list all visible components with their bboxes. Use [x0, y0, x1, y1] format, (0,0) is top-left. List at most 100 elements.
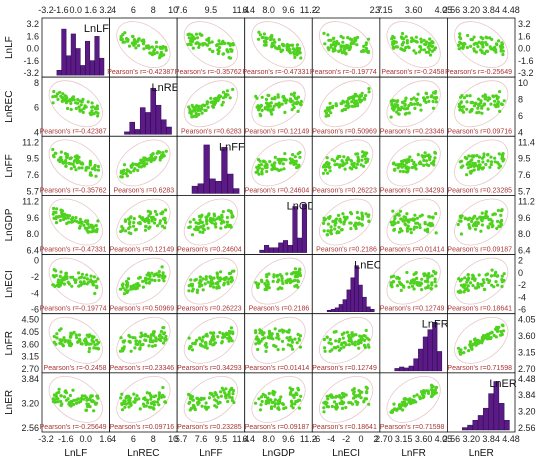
scatter-point [72, 398, 76, 403]
scatter-point [295, 53, 299, 57]
scatter-point [154, 339, 158, 343]
scatter-point [134, 227, 138, 231]
top-tick-label: 8 [151, 5, 156, 15]
scatter-point [89, 173, 93, 177]
scatter-point [204, 341, 208, 346]
scatter-point [422, 158, 426, 162]
scatter-point [218, 42, 222, 46]
scatter-point [196, 105, 201, 109]
scatter-point [362, 96, 366, 100]
scatter-point [432, 163, 436, 167]
scatter-point [498, 225, 502, 229]
histogram-bar [427, 329, 433, 372]
scatter-point [403, 164, 407, 168]
scatter-point [227, 339, 231, 343]
scatter-point [336, 345, 340, 349]
top-tick-label: 11.4 [232, 5, 249, 15]
scatter-point [330, 394, 334, 398]
scatter-point [219, 226, 223, 230]
scatter-point [263, 282, 267, 286]
histogram-bar [362, 296, 367, 312]
scatter-point [149, 397, 153, 401]
scatter-point [120, 346, 124, 351]
scatter-point [337, 394, 342, 398]
top-tick-label: 0.0 [70, 5, 83, 15]
histogram-bar [61, 28, 67, 76]
scatter-point [410, 158, 414, 162]
scatter-point [159, 338, 163, 343]
scatter-point [218, 400, 222, 404]
scatter-point [75, 398, 79, 402]
scatter-point [457, 277, 461, 281]
scatter-point [272, 275, 276, 279]
scatter-point [340, 341, 344, 345]
scatter-point [212, 331, 216, 335]
scatter-point [468, 226, 472, 230]
scatter-point [423, 42, 427, 46]
scatter-point [94, 346, 98, 350]
scatter-point [59, 399, 63, 403]
pearson-correlation-label: Pearson's r=0.01414 [245, 365, 310, 372]
scatter-point [78, 224, 82, 228]
scatter-point [67, 340, 71, 344]
scatter-point [51, 397, 55, 401]
bottom-tick-label: -2 [342, 434, 350, 444]
scatter-point [296, 332, 300, 336]
histogram-bar [75, 48, 81, 76]
scatter-point [60, 281, 64, 285]
scatter-point [146, 401, 150, 405]
scatter-point [404, 46, 408, 50]
scatter-point [147, 344, 151, 348]
scatter-point [347, 96, 351, 101]
scatter-point [155, 400, 159, 404]
scatter-point [221, 90, 226, 94]
scatter-point [430, 274, 434, 278]
scatter-point [484, 216, 488, 220]
scatter-point [408, 155, 412, 159]
scatter-point [194, 111, 198, 116]
scatter-point [209, 96, 213, 100]
scatter-point [75, 154, 79, 158]
scatter-point [347, 104, 351, 108]
scatter-point [163, 226, 167, 230]
pearson-correlation-label: Pearson's r=0.2186 [249, 306, 310, 313]
scatter-point [404, 107, 408, 111]
scatter-point [405, 161, 409, 165]
pearson-correlation-label: Pearson's r=0.09187 [245, 424, 310, 431]
scatter-point [334, 330, 338, 334]
scatter-point [230, 49, 234, 53]
scatter-point [367, 87, 371, 91]
scatter-point [496, 101, 500, 105]
scatter-point [423, 228, 427, 232]
scatter-point [466, 288, 470, 293]
scatter-point [273, 327, 277, 331]
scatter-point [403, 103, 407, 107]
scatter-point [482, 280, 486, 285]
scatter-point [349, 159, 353, 163]
right-tick-label: 8 [518, 95, 523, 105]
scatter-point [228, 56, 233, 60]
scatter-point [482, 102, 487, 106]
scatter-point [132, 169, 136, 173]
scatter-point [254, 329, 258, 333]
scatter-point [123, 31, 127, 35]
diagonal-variable-label: LnECI [354, 260, 385, 272]
scatter-point [201, 335, 205, 339]
scatter-point [164, 208, 168, 212]
scatter-point [82, 280, 86, 284]
scatter-point [55, 332, 59, 336]
scatter-point [461, 284, 465, 288]
scatter-point [161, 210, 165, 214]
scatter-point [192, 218, 196, 222]
scatter-point [258, 408, 263, 412]
histogram-bar [80, 65, 86, 76]
histogram-bar [418, 348, 424, 372]
left-tick-label: 8.0 [26, 229, 39, 239]
top-tick-label: -3.2 [38, 5, 54, 15]
scatter-point [461, 105, 465, 109]
pearson-correlation-label: Pearson's r=0.2186 [316, 247, 377, 254]
scatter-point [299, 394, 303, 398]
scatter-point [227, 329, 232, 333]
scatter-point [460, 108, 464, 112]
y-variable-label: LnER [4, 390, 15, 415]
